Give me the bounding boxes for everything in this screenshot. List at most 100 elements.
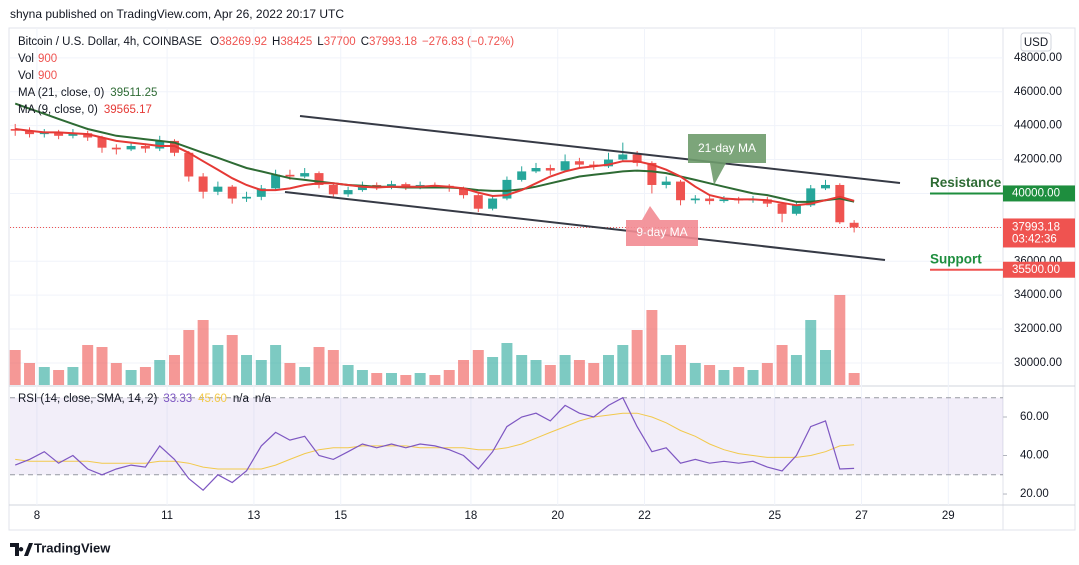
volume-bar: [24, 363, 36, 385]
price-tag-countdown: 03:42:36: [1012, 233, 1057, 245]
volume-bar: [38, 367, 50, 385]
legend-text: L: [317, 36, 324, 48]
y-tick-label: 30000.00: [1014, 357, 1062, 369]
candle-body: [517, 171, 527, 180]
candle-body: [502, 179, 512, 199]
y-tick-label: 44000.00: [1014, 120, 1062, 132]
x-tick-label: 29: [942, 510, 955, 522]
logo: [10, 543, 33, 556]
volume-bar: [299, 367, 311, 385]
volume-bar: [443, 370, 455, 385]
candle-body: [604, 159, 613, 167]
volume-bar: [530, 360, 542, 385]
volume-bar: [631, 330, 643, 385]
rsi-tick-label: 20.00: [1020, 488, 1049, 500]
candle-body: [155, 140, 165, 149]
legend-text: Vol: [18, 70, 34, 82]
candle-body: [343, 190, 353, 195]
volume-bar: [689, 363, 701, 385]
legend-text: 45.60: [198, 393, 227, 405]
candle-body: [690, 198, 700, 201]
volume-bar: [704, 365, 716, 385]
volume-bar: [516, 355, 528, 385]
volume-bar: [458, 360, 470, 385]
currency-button[interactable]: [1020, 32, 1052, 52]
candle-body: [54, 132, 64, 136]
resistance-tag: [1003, 185, 1075, 202]
candle-body: [821, 184, 830, 189]
volume-bar: [110, 363, 122, 385]
volume-bar: [588, 363, 600, 385]
volume-bar: [761, 363, 773, 385]
currency: USD: [1024, 37, 1048, 49]
legend-text: RSI (14, close, SMA, 14, 2): [18, 393, 158, 405]
volume-bar: [226, 335, 238, 385]
callout-box: [688, 134, 766, 185]
volume-bar: [386, 373, 397, 385]
volume-bar: [747, 370, 759, 385]
ma9-callout: 9-day MA: [626, 206, 698, 246]
legend-text: 37700: [324, 36, 356, 48]
volume-bar: [212, 345, 224, 385]
candle-body: [198, 176, 208, 192]
footer: TradingView: [10, 540, 111, 556]
y-tick-label: 32000.00: [1014, 323, 1062, 335]
candle-body: [676, 181, 686, 201]
legend-text: MA (21, close, 0): [18, 87, 104, 99]
volume-bar: [313, 347, 325, 385]
candle-body: [849, 222, 859, 228]
candle-body: [256, 188, 266, 197]
candle-body: [618, 154, 628, 160]
volume-bar: [154, 360, 166, 385]
legend-text: 38269.92: [219, 36, 267, 48]
volume-bar: [125, 370, 137, 385]
volume-bar: [67, 367, 79, 385]
volume-bar: [646, 310, 658, 385]
legend-text: H: [272, 36, 280, 48]
volume-bar: [848, 373, 860, 385]
candle-body: [227, 186, 237, 199]
candle-body: [126, 145, 136, 150]
marks: Resistance Support: [9, 102, 1003, 492]
x-tick-label: 27: [855, 510, 868, 522]
legend-text: 38425: [280, 36, 312, 48]
volume-bar: [617, 345, 629, 385]
candle-body: [488, 198, 498, 209]
volume-bar: [371, 373, 383, 385]
candle-body: [300, 173, 310, 177]
channel-lower: [284, 191, 886, 261]
volume-bar: [834, 295, 846, 385]
legend-text: O: [210, 36, 219, 48]
volume-bar: [241, 355, 253, 385]
candle-body: [806, 188, 816, 206]
candle-body: [560, 161, 570, 171]
volume-bar: [9, 350, 21, 385]
callout-box: [626, 206, 698, 246]
candle-body: [83, 133, 93, 138]
candle-body: [719, 199, 729, 202]
legend-text: 900: [38, 70, 57, 82]
rsi-band: [10, 397, 1003, 475]
candle-body: [632, 154, 642, 163]
candle-body: [271, 174, 281, 189]
header: shyna published on TradingView.com, Apr …: [10, 7, 344, 21]
volume-bar: [327, 350, 339, 385]
legend-text: 900: [38, 53, 57, 65]
candle-body: [762, 199, 772, 204]
candle-body: [835, 184, 845, 223]
candle-body: [545, 168, 555, 171]
resistance-tag-value: 40000.00: [1012, 187, 1060, 199]
volume-bar: [472, 350, 484, 385]
volume-bar: [501, 343, 513, 385]
candle-body: [25, 130, 35, 135]
legend-text: 37993.18: [369, 36, 417, 48]
volume-bar: [544, 365, 556, 385]
support-tag: [1003, 261, 1075, 278]
candle-body: [791, 205, 801, 214]
y-tick-label: 46000.00: [1014, 86, 1062, 98]
volume-bar: [284, 363, 296, 385]
callout-label: 21-day MA: [698, 141, 756, 155]
x-tick-label: 18: [465, 510, 478, 522]
volume-bar: [53, 370, 65, 385]
